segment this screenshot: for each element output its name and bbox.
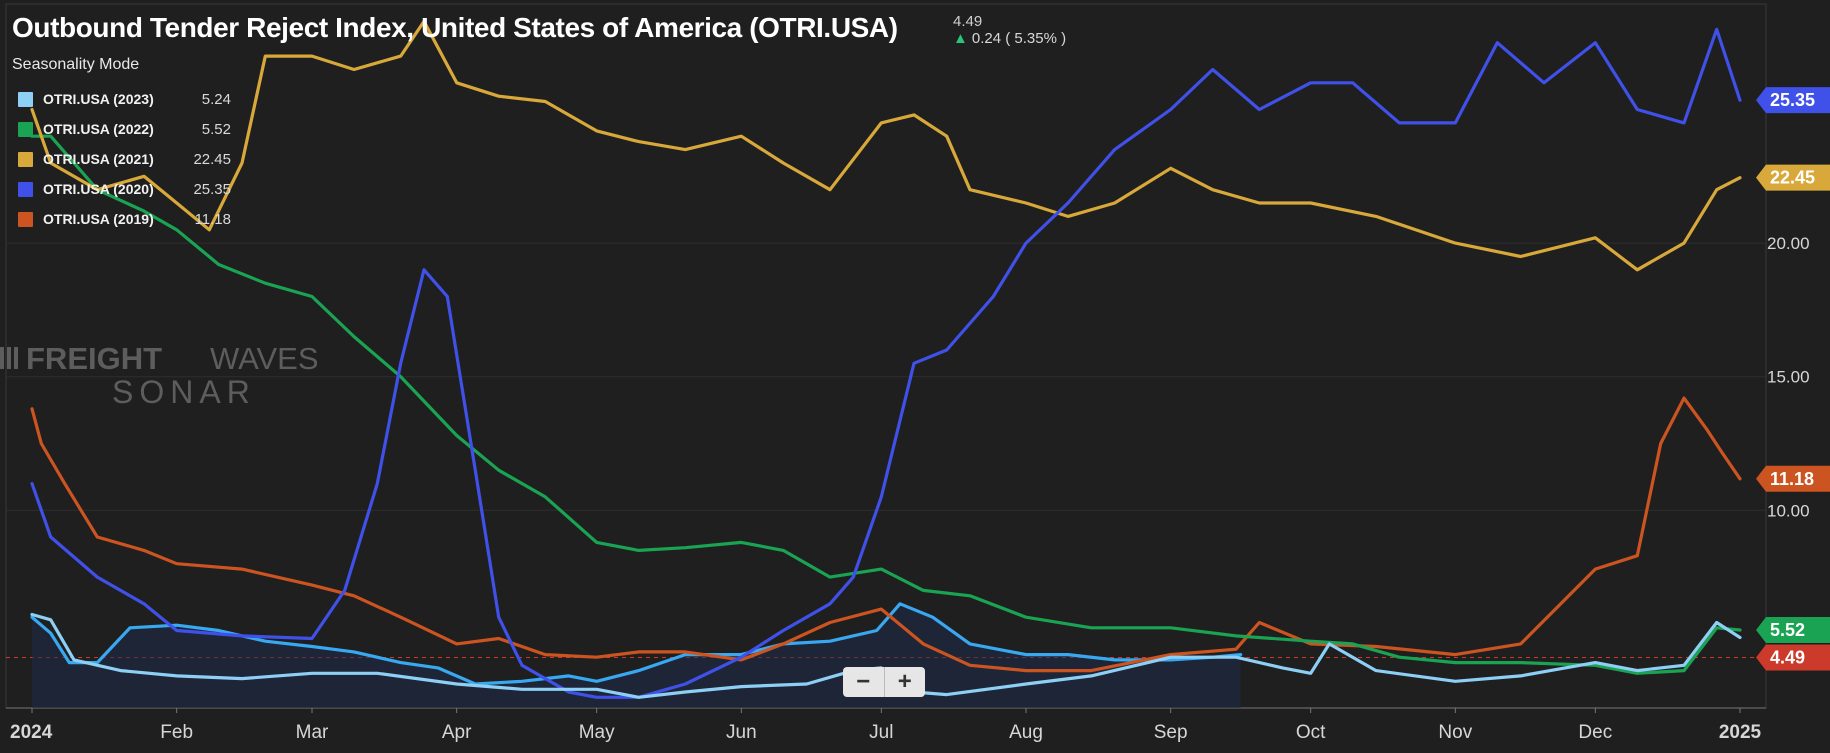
seasonality-mode-label[interactable]: Seasonality Mode bbox=[12, 56, 140, 73]
x-tick-label: Apr bbox=[442, 722, 472, 743]
legend-entry-name: OTRI.USA (2019) bbox=[43, 211, 154, 227]
price-tag-shape bbox=[1756, 164, 1830, 191]
price-tag-label: 4.49 bbox=[1770, 648, 1805, 668]
legend-entry-value: 25.35 bbox=[193, 180, 231, 198]
price-tag: 5.52 bbox=[1756, 616, 1830, 643]
series-line-2021 bbox=[30, 19, 1742, 272]
series-line-2019 bbox=[30, 396, 1742, 673]
plot-frame bbox=[5, 3, 1767, 709]
series-area-2024 bbox=[32, 603, 1241, 708]
legend-entry-name: OTRI.USA (2023) bbox=[43, 91, 154, 107]
legend-entry-value: 22.45 bbox=[193, 150, 231, 168]
series-line-2024 bbox=[30, 602, 1243, 686]
chart-title: Outbound Tender Reject Index, United Sta… bbox=[12, 12, 898, 43]
zoom-control[interactable]: − + bbox=[843, 667, 925, 697]
legend-entry[interactable]: OTRI.USA (2022) 5.52 bbox=[12, 114, 231, 144]
price-tag-shape bbox=[1756, 465, 1830, 492]
price-tag: 22.45 bbox=[1756, 164, 1830, 191]
price-tag-shape bbox=[1756, 616, 1830, 643]
legend-entry[interactable]: OTRI.USA (2023) 5.24 bbox=[12, 84, 231, 114]
x-tick-label: Nov bbox=[1438, 722, 1472, 743]
price-tag: 11.18 bbox=[1756, 465, 1830, 492]
legend-entry[interactable]: OTRI.USA (2019) 11.18 bbox=[12, 204, 231, 234]
legend-entry[interactable]: OTRI.USA (2020) 25.35 bbox=[12, 174, 231, 204]
series-line-2022 bbox=[30, 134, 1742, 675]
x-tick-label: Jun bbox=[726, 722, 757, 743]
price-tag-shape bbox=[1756, 644, 1830, 671]
y-tick-label: 10.00 bbox=[1767, 501, 1810, 520]
legend-swatch-icon bbox=[18, 151, 33, 167]
y-tick-label: 20.00 bbox=[1767, 234, 1810, 253]
zoom-in-button[interactable]: + bbox=[897, 668, 912, 695]
legend-entry[interactable]: OTRI.USA (2021) 22.45 bbox=[12, 144, 231, 174]
price-tag-label: 5.52 bbox=[1770, 620, 1805, 640]
x-tick-label: Oct bbox=[1296, 722, 1326, 743]
legend-swatch-icon bbox=[18, 121, 33, 137]
change-readout: ▲ 0.24 ( 5.35% ) bbox=[953, 30, 1066, 47]
price-tag-label: 22.45 bbox=[1770, 168, 1815, 188]
zoom-out-button[interactable]: − bbox=[843, 667, 885, 697]
legend-entry-value: 5.24 bbox=[201, 90, 231, 108]
price-tag-label: 11.18 bbox=[1770, 469, 1814, 489]
x-tick-label: 2024 bbox=[10, 722, 53, 743]
x-tick-label: Mar bbox=[296, 722, 329, 743]
x-tick-label: Dec bbox=[1578, 722, 1612, 743]
legend-swatch-icon bbox=[18, 211, 33, 227]
price-tag: 25.35 bbox=[1756, 87, 1830, 114]
arrow-up-icon: ▲ bbox=[953, 30, 968, 47]
legend-entry-name: OTRI.USA (2022) bbox=[43, 121, 154, 137]
change-text: 0.24 ( 5.35% ) bbox=[971, 30, 1067, 47]
legend-entry-value: 5.52 bbox=[201, 120, 231, 138]
legend-entry-value: 11.18 bbox=[194, 210, 231, 228]
x-tick-label: Aug bbox=[1009, 722, 1043, 743]
x-tick-label: 2025 bbox=[1719, 722, 1762, 743]
price-tag-shape bbox=[1756, 87, 1830, 114]
legend: Seasonality Mode OTRI.USA (2023) 5.24 OTRI… bbox=[12, 56, 231, 234]
legend-entry-name: OTRI.USA (2020) bbox=[43, 181, 154, 197]
x-tick-label: Feb bbox=[160, 722, 193, 743]
legend-entry-name: OTRI.USA (2021) bbox=[43, 151, 154, 167]
x-tick-label: May bbox=[579, 722, 615, 743]
legend-swatch-icon bbox=[18, 181, 33, 197]
series-line-2020 bbox=[30, 27, 1742, 699]
price-tag-label: 25.35 bbox=[1770, 90, 1815, 110]
price-tag: 4.49 bbox=[1756, 644, 1830, 671]
current-value: 4.49 bbox=[953, 13, 983, 30]
x-tick-label: Sep bbox=[1154, 722, 1188, 743]
legend-swatch-icon bbox=[18, 91, 33, 107]
x-tick-label: Jul bbox=[869, 722, 893, 743]
y-tick-label: 15.00 bbox=[1767, 368, 1810, 387]
